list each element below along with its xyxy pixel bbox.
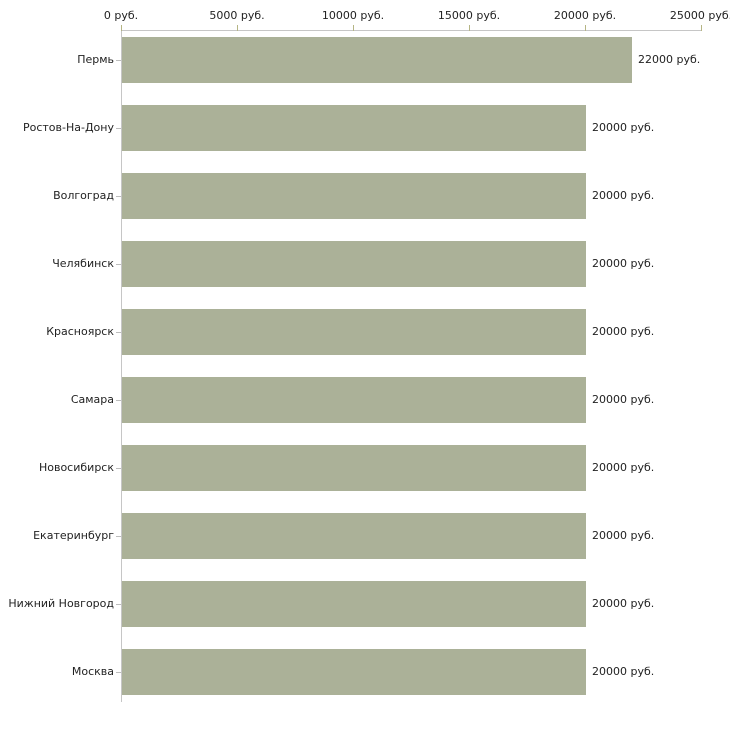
value-label: 20000 руб.: [592, 529, 655, 542]
bar: [122, 105, 586, 151]
x-axis-tick-label: 15000 руб.: [437, 9, 501, 22]
category-label: Ростов-На-Дону: [22, 121, 114, 134]
category-tick: [116, 672, 121, 673]
bar: [122, 241, 586, 287]
category-tick: [116, 128, 121, 129]
bar: [122, 445, 586, 491]
bar: [122, 649, 586, 695]
x-axis-tick-label: 0 руб.: [103, 9, 139, 22]
value-label: 22000 руб.: [638, 53, 701, 66]
bar: [122, 513, 586, 559]
value-label: 20000 руб.: [592, 393, 655, 406]
value-label: 20000 руб.: [592, 257, 655, 270]
category-label: Самара: [70, 393, 114, 406]
value-label: 20000 руб.: [592, 597, 655, 610]
category-tick: [116, 400, 121, 401]
value-label: 20000 руб.: [592, 461, 655, 474]
category-label: Нижний Новгород: [8, 597, 114, 610]
value-label: 20000 руб.: [592, 189, 655, 202]
x-axis-tick: [701, 25, 702, 31]
category-tick: [116, 196, 121, 197]
value-label: 20000 руб.: [592, 121, 655, 134]
category-label: Красноярск: [46, 325, 114, 338]
bar: [122, 309, 586, 355]
bar: [122, 581, 586, 627]
x-axis-tick: [353, 25, 354, 31]
bar: [122, 173, 586, 219]
category-label: Пермь: [77, 53, 114, 66]
category-tick: [116, 536, 121, 537]
x-axis-line: [121, 30, 702, 31]
x-axis-tick: [237, 25, 238, 31]
category-label: Екатеринбург: [33, 529, 114, 542]
x-axis-tick: [469, 25, 470, 31]
value-label: 20000 руб.: [592, 325, 655, 338]
category-tick: [116, 60, 121, 61]
category-tick: [116, 604, 121, 605]
bar: [122, 37, 632, 83]
category-label: Челябинск: [52, 257, 114, 270]
category-tick: [116, 332, 121, 333]
x-axis-tick-label: 25000 руб.: [669, 9, 730, 22]
category-label: Волгоград: [53, 189, 114, 202]
x-axis-tick-label: 5000 руб.: [209, 9, 265, 22]
category-label: Новосибирск: [38, 461, 114, 474]
x-axis-tick-label: 20000 руб.: [553, 9, 617, 22]
x-axis-tick: [585, 25, 586, 31]
x-axis-tick: [121, 25, 122, 31]
x-axis-tick-label: 10000 руб.: [321, 9, 385, 22]
category-tick: [116, 468, 121, 469]
y-axis-line: [121, 30, 122, 702]
category-tick: [116, 264, 121, 265]
value-label: 20000 руб.: [592, 665, 655, 678]
bar: [122, 377, 586, 423]
category-label: Москва: [71, 665, 114, 678]
